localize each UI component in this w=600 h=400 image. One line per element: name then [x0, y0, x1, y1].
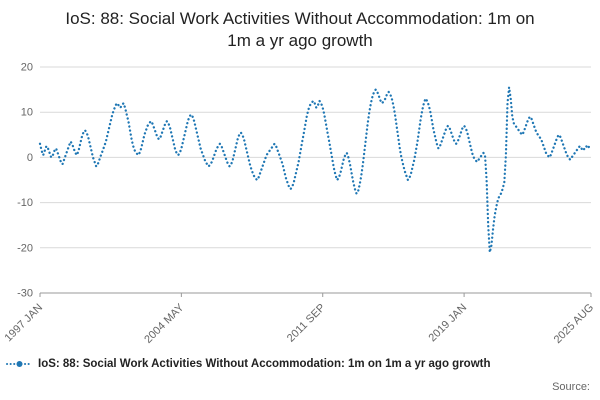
x-tick-label: 2019 JAN	[427, 302, 470, 345]
y-tick-label: 10	[21, 107, 33, 119]
series-legend-marker-icon	[6, 361, 33, 367]
source-label: Source:	[552, 381, 590, 393]
legend-item-series[interactable]: IoS: 88: Social Work Activities Without …	[6, 358, 491, 370]
y-tick-label: 0	[27, 152, 33, 164]
y-tick-label: 20	[21, 62, 33, 74]
y-tick-label: -20	[17, 242, 33, 254]
chart-title: IoS: 88: Social Work Activities Without …	[65, 9, 535, 51]
x-tick-label: 2011 SEP	[285, 302, 328, 345]
legend: IoS: 88: Social Work Activities Without …	[6, 358, 491, 370]
y-tick-label: -10	[17, 197, 33, 209]
x-tick-label: 2025 AUG	[552, 302, 596, 346]
series-line	[38, 87, 593, 253]
y-tick-label: -30	[17, 288, 33, 300]
line-chart: 20 10 0 -10 -20 -30 1997 JAN 2004 MAY 2011 SEP 20…	[2, 62, 596, 347]
x-tick-label: 2004 MAY	[142, 301, 187, 346]
legend-label: IoS: 88: Social Work Activities Without …	[38, 358, 491, 370]
x-tick-label: 1997 JAN	[2, 302, 45, 345]
legend-marker-dot	[16, 361, 23, 367]
